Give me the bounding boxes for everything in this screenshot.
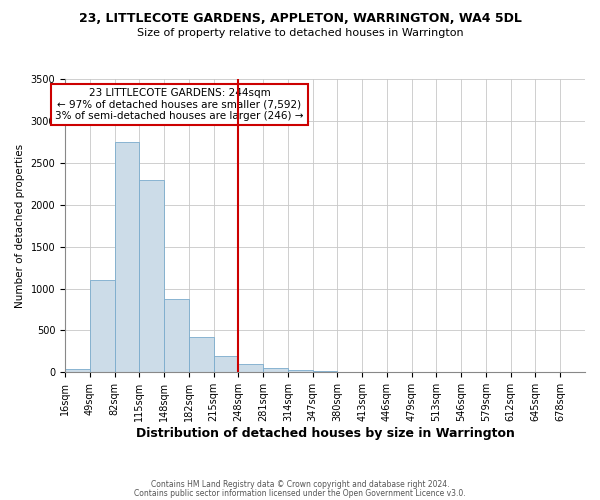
Bar: [115, 142, 139, 372]
Y-axis label: Number of detached properties: Number of detached properties: [15, 144, 25, 308]
Bar: [139, 180, 164, 372]
Bar: [90, 280, 115, 372]
Bar: [164, 298, 189, 372]
Bar: [214, 356, 238, 372]
X-axis label: Distribution of detached houses by size in Warrington: Distribution of detached houses by size …: [136, 427, 514, 440]
Text: 23, LITTLECOTE GARDENS, APPLETON, WARRINGTON, WA4 5DL: 23, LITTLECOTE GARDENS, APPLETON, WARRIN…: [79, 12, 521, 26]
Bar: [313, 371, 337, 372]
Bar: [263, 368, 288, 372]
Text: Size of property relative to detached houses in Warrington: Size of property relative to detached ho…: [137, 28, 463, 38]
Text: Contains public sector information licensed under the Open Government Licence v3: Contains public sector information licen…: [134, 488, 466, 498]
Bar: [189, 337, 214, 372]
Bar: [238, 364, 263, 372]
Text: Contains HM Land Registry data © Crown copyright and database right 2024.: Contains HM Land Registry data © Crown c…: [151, 480, 449, 489]
Bar: [65, 369, 90, 372]
Text: 23 LITTLECOTE GARDENS: 244sqm
← 97% of detached houses are smaller (7,592)
3% of: 23 LITTLECOTE GARDENS: 244sqm ← 97% of d…: [55, 88, 304, 121]
Bar: [288, 370, 313, 372]
